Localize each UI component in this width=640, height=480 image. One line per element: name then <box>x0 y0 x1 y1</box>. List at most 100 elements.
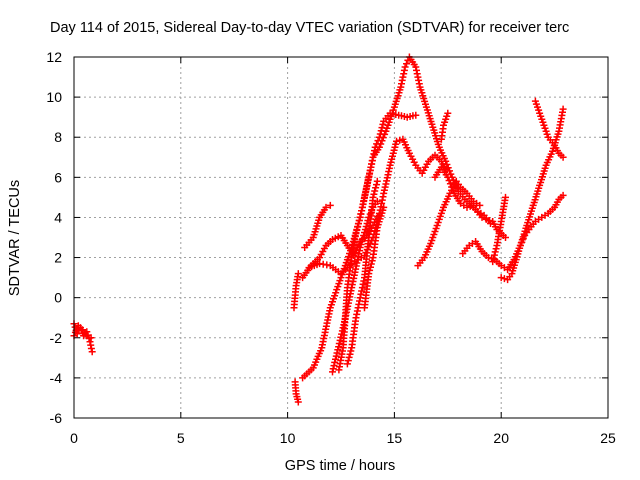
plot-frame <box>73 56 609 419</box>
data-point <box>354 220 362 228</box>
data-point <box>329 365 337 373</box>
data-point <box>379 134 387 142</box>
data-point <box>375 143 383 151</box>
data-point <box>338 330 346 338</box>
data-track-18 <box>497 191 567 284</box>
y-tick-label: 2 <box>54 250 62 266</box>
data-point <box>365 270 373 278</box>
data-point <box>352 230 360 237</box>
data-point <box>354 223 362 231</box>
x-tick-label: 25 <box>600 430 616 446</box>
x-tick-label: 10 <box>280 430 296 446</box>
data-point <box>381 183 389 191</box>
data-point <box>345 253 352 261</box>
data-point <box>535 106 543 114</box>
data-point <box>478 213 486 221</box>
data-point <box>516 242 524 249</box>
data-point <box>378 137 386 145</box>
data-point <box>463 203 471 211</box>
data-point <box>445 177 453 184</box>
data-point <box>294 270 302 278</box>
data-point <box>373 181 380 189</box>
data-track-3 <box>290 270 302 312</box>
data-point <box>367 263 374 271</box>
data-point <box>337 333 345 341</box>
y-tick-label: -2 <box>50 330 63 346</box>
data-point <box>88 348 96 356</box>
data-point <box>343 360 351 368</box>
data-point <box>444 173 452 181</box>
data-point <box>87 334 95 342</box>
data-point <box>333 349 341 357</box>
data-point <box>500 275 508 283</box>
data-point <box>294 398 302 406</box>
data-point <box>401 63 409 71</box>
data-point <box>518 238 526 246</box>
data-point <box>334 346 342 354</box>
y-tick-label: 10 <box>46 89 62 105</box>
data-point <box>332 355 339 363</box>
data-track-4 <box>291 378 302 406</box>
data-point <box>482 215 490 223</box>
data-point <box>332 289 340 297</box>
data-track-17 <box>489 193 509 266</box>
x-tick-label: 15 <box>387 430 403 446</box>
data-point <box>344 357 352 365</box>
data-point <box>356 213 364 221</box>
data-point <box>502 234 509 241</box>
data-point <box>446 180 454 188</box>
data-point <box>346 350 354 358</box>
data-point <box>366 266 374 274</box>
data-point <box>381 130 389 138</box>
data-point <box>491 248 499 256</box>
data-point <box>443 161 451 168</box>
data-point <box>371 187 379 195</box>
data-point <box>331 358 339 366</box>
y-tick-label: -4 <box>50 370 63 386</box>
data-track-11 <box>343 177 381 368</box>
data-point <box>388 109 396 117</box>
data-point <box>357 210 365 218</box>
data-point <box>380 203 388 211</box>
data-point <box>373 177 381 185</box>
data-point <box>559 153 567 161</box>
data-point <box>322 203 330 211</box>
y-tick-label: 6 <box>54 169 62 185</box>
data-point <box>396 136 404 144</box>
data-point <box>367 260 375 268</box>
y-tick-label: 4 <box>54 209 62 225</box>
data-point <box>449 186 457 194</box>
data-point <box>358 287 366 295</box>
data-point <box>446 167 453 175</box>
data-point <box>71 328 79 336</box>
data-point <box>484 254 492 262</box>
data-point <box>353 226 361 234</box>
data-point <box>390 146 398 154</box>
data-points <box>70 53 567 406</box>
data-point <box>335 340 343 347</box>
data-point <box>559 105 567 113</box>
data-point <box>412 111 420 119</box>
data-track-2 <box>70 322 95 342</box>
data-point <box>326 201 334 209</box>
data-point <box>502 193 509 201</box>
y-tick-label: 0 <box>54 290 62 306</box>
data-point <box>345 353 353 361</box>
data-point <box>448 183 456 191</box>
data-point <box>393 137 400 145</box>
data-track-19 <box>531 97 567 161</box>
data-point <box>370 190 378 198</box>
data-point <box>368 257 376 265</box>
data-point <box>379 120 387 128</box>
data-point <box>486 217 493 224</box>
data-point <box>442 157 450 165</box>
data-track-14 <box>431 163 509 241</box>
chart-title: Day 114 of 2015, Sidereal Day-to-day VTE… <box>50 20 569 36</box>
data-point <box>489 258 497 266</box>
y-axis-label: SDTVAR / TECUs <box>7 180 23 296</box>
data-point <box>355 217 363 224</box>
data-point <box>466 202 474 210</box>
